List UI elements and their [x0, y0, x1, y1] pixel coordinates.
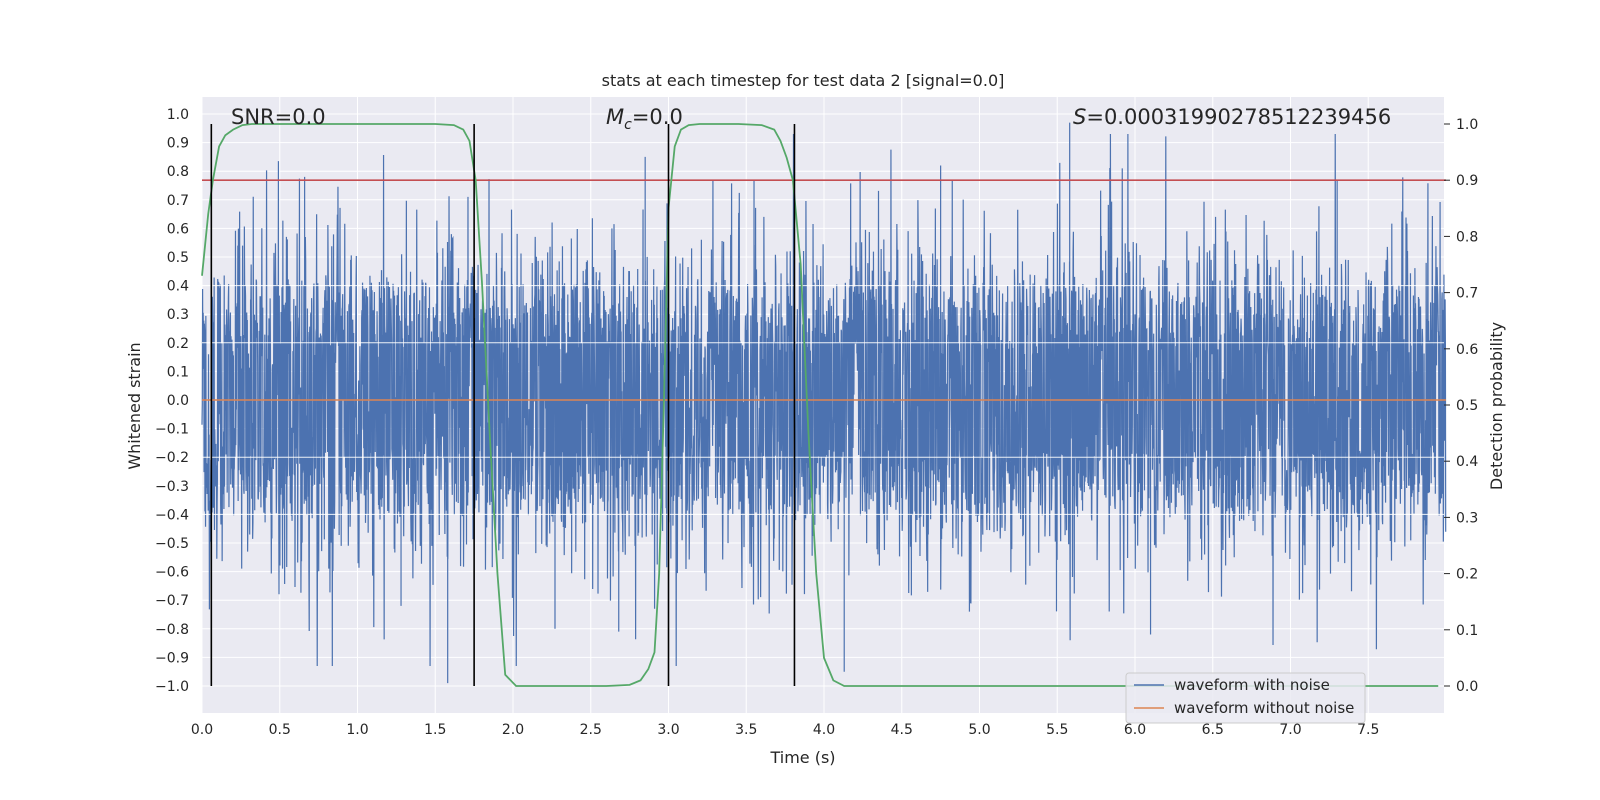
detection-probability-line	[201, 123, 1439, 687]
legend-box	[1125, 672, 1366, 724]
x-tick-label: 0.0	[191, 722, 213, 738]
y-tick-label: −0.4	[155, 507, 189, 523]
event-markers	[210, 124, 796, 686]
legend-label-clean: waveform without noise	[1174, 699, 1354, 717]
mc-subscript: c	[624, 117, 632, 133]
x-tick-label: 6.5	[1202, 722, 1224, 738]
x-tick-label: 1.0	[346, 722, 368, 738]
snr-annotation: SNR=0.0	[231, 105, 326, 129]
y2-axis-ticks: 0.0 0.1 0.2 0.3 0.4 0.5 0.6 0.7 0.8 0.9 1.0	[1444, 117, 1478, 695]
y-tick-label: 0.5	[167, 250, 189, 266]
mc-annotation: Mc=0.0	[606, 105, 683, 133]
y-tick-label: −0.9	[155, 650, 189, 666]
y-tick-label: 0.6	[167, 221, 189, 237]
x-tick-label: 2.0	[502, 722, 524, 738]
series-waveform-with-noise	[201, 122, 1447, 684]
snr-value: 0.0	[292, 105, 325, 129]
y-tick-label: −1.0	[155, 679, 189, 695]
x-tick-label: 0.5	[269, 722, 291, 738]
y-tick-label: −0.1	[155, 422, 189, 438]
y2-tick-label: 0.1	[1456, 623, 1478, 639]
mc-value: =0.0	[632, 105, 683, 129]
x-tick-label: 4.0	[813, 722, 835, 738]
y2-axis-label: Detection probability	[1487, 322, 1506, 490]
y2-tick-label: 1.0	[1456, 117, 1478, 133]
y2-tick-label: 0.9	[1456, 173, 1478, 189]
y2-tick-label: 0.3	[1456, 510, 1478, 526]
s-value: =0.0003199027851223945​6	[1086, 105, 1391, 129]
x-tick-label: 5.0	[968, 722, 990, 738]
y-tick-label: −0.6	[155, 565, 189, 581]
y2-tick-label: 0.0	[1456, 679, 1478, 695]
x-tick-label: 4.5	[891, 722, 913, 738]
mc-symbol: M	[606, 105, 624, 129]
y-tick-label: 0.3	[167, 307, 189, 323]
series-overlays	[201, 123, 1446, 687]
x-axis-label: Time (s)	[769, 748, 835, 767]
legend-label-noise: waveform with noise	[1174, 676, 1330, 694]
x-tick-label: 2.5	[580, 722, 602, 738]
y-tick-label: −0.3	[155, 479, 189, 495]
y-tick-label: 0.0	[167, 393, 189, 409]
y-tick-label: 1.0	[167, 107, 189, 123]
y2-tick-label: 0.6	[1456, 342, 1478, 358]
x-axis-ticks: 0.0 0.5 1.0 1.5 2.0 2.5 3.0 3.5 4.0 4.5 5.0 5.5 6.0 6…	[191, 722, 1380, 738]
x-tick-label: 3.0	[657, 722, 679, 738]
x-tick-label: 7.5	[1357, 722, 1379, 738]
y-tick-label: 0.4	[167, 279, 189, 295]
y2-tick-label: 0.7	[1456, 286, 1478, 302]
y-tick-label: −0.8	[155, 622, 189, 638]
y2-tick-label: 0.5	[1456, 398, 1478, 414]
s-symbol: S	[1073, 105, 1086, 129]
y-tick-label: 0.9	[167, 136, 189, 152]
x-tick-label: 1.5	[424, 722, 446, 738]
y-tick-label: −0.5	[155, 536, 189, 552]
y-axis-label: Whitened strain	[125, 342, 144, 469]
s-annotation: S=0.0003199027851223945​6	[1073, 105, 1391, 129]
y-tick-label: −0.7	[155, 593, 189, 609]
x-tick-label: 3.5	[735, 722, 757, 738]
y2-tick-label: 0.8	[1456, 229, 1478, 245]
y-tick-label: 0.7	[167, 193, 189, 209]
y2-tick-label: 0.2	[1456, 567, 1478, 583]
legend: waveform with noise waveform without noi…	[1125, 672, 1366, 724]
y-tick-label: 0.1	[167, 364, 189, 380]
y-tick-label: 0.8	[167, 164, 189, 180]
chart-title: stats at each timestep for test data 2 […	[602, 71, 1005, 90]
x-tick-label: 7.0	[1279, 722, 1301, 738]
x-tick-label: 5.5	[1046, 722, 1068, 738]
y-tick-label: 0.2	[167, 336, 189, 352]
x-tick-label: 6.0	[1124, 722, 1146, 738]
y2-tick-label: 0.4	[1456, 454, 1478, 470]
y-axis-ticks: 1.0 0.9 0.8 0.7 0.6 0.5 0.4 0.3 0.2 0.1 0.0 −0.1 −0.…	[155, 107, 189, 695]
y-tick-label: −0.2	[155, 450, 189, 466]
snr-prefix: SNR=	[231, 105, 292, 129]
